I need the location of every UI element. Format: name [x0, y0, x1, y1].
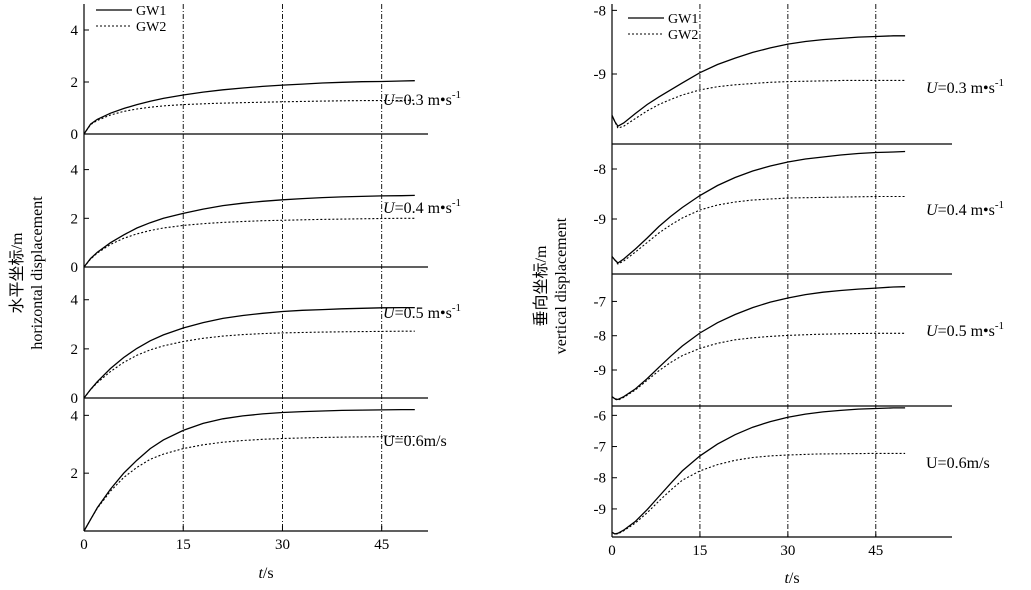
y-tick-label: 0: [71, 260, 79, 276]
x-tick-label: 30: [275, 537, 290, 553]
series-gw2: [83, 435, 415, 532]
x-tick-label: 15: [692, 543, 707, 559]
series-gw1: [83, 194, 415, 268]
x-tick-label: 15: [176, 537, 191, 553]
panel-velocity-label: U=0.4 m•s-1: [926, 199, 1004, 219]
panel-velocity-label: U=0.6m/s: [383, 433, 447, 450]
y-axis-label: horizontal displacement: [29, 196, 46, 350]
y-tick-label: 2: [71, 75, 79, 91]
panel-3: 0 2 4 U=0.5 m•s-1: [71, 293, 462, 407]
panel-velocity-label: U=0.3 m•s-1: [383, 89, 461, 109]
y-tick-label: -9: [594, 502, 607, 518]
series-gw2: [83, 217, 415, 268]
x-tick-label: 0: [608, 543, 616, 559]
y-tick-label: 2: [71, 211, 79, 227]
y-tick-label: -8: [594, 471, 607, 487]
series-gw1: [83, 306, 415, 399]
legend-label: GW2: [668, 28, 698, 43]
series-gw1: [611, 35, 906, 128]
panel-1: 0 2 4 U=0.3 m•s-1: [71, 23, 462, 143]
y-tick-label: -8: [594, 3, 607, 19]
panel-4: 2 4 U=0.6m/s: [71, 408, 447, 532]
x-tick-label: 45: [374, 537, 389, 553]
y-axis-label: vertical displacement: [553, 217, 570, 354]
y-tick-label: 2: [71, 466, 79, 482]
series-gw1: [611, 286, 906, 401]
series-gw1: [83, 408, 415, 532]
series-gw2: [611, 452, 906, 535]
y-tick-label: -8: [594, 162, 607, 178]
y-tick-label: -7: [594, 294, 607, 310]
x-tick-label: 30: [780, 543, 795, 559]
legend-label: GW1: [136, 4, 166, 19]
series-gw2: [611, 332, 906, 401]
panel-velocity-label: U=0.4 m•s-1: [383, 197, 461, 217]
legend-label: GW2: [136, 20, 166, 35]
y-tick-label: -8: [594, 329, 607, 345]
panel-velocity-label: U=0.3 m•s-1: [926, 77, 1004, 97]
panel-velocity-label: U=0.5 m•s-1: [383, 302, 461, 322]
y-tick-label: -9: [594, 67, 607, 83]
x-tick-label: 0: [80, 537, 88, 553]
series-gw2: [611, 195, 906, 265]
y-tick-label: -7: [594, 440, 607, 456]
y-tick-label: -6: [594, 408, 607, 424]
y-tick-label: 4: [71, 163, 79, 179]
panel-4: -9 -8 -7 -6 U=0.6m/s: [594, 407, 990, 535]
panel-3: -9 -8 -7 U=0.5 m•s-1: [594, 286, 1004, 407]
panel-2: -9 -8 U=0.4 m•s-1: [594, 150, 1004, 275]
x-axis-label: t/s: [258, 565, 273, 582]
x-axis-label: t/s: [784, 570, 799, 587]
y-axis-label: 垂向坐标/m: [532, 245, 550, 326]
left-chart-horizontal-displacement: 0 15 30 45 t/s 水平坐标/m horizontal displacement 0…: [8, 4, 461, 582]
y-tick-label: 0: [71, 391, 79, 407]
panel-2: 0 2 4 U=0.4 m•s-1: [71, 163, 462, 276]
y-tick-label: 4: [71, 23, 79, 39]
series-gw1: [611, 150, 906, 264]
y-tick-label: 4: [71, 293, 79, 309]
y-tick-label: 2: [71, 342, 79, 358]
y-axis-label: 水平坐标/m: [8, 232, 26, 313]
series-gw2: [83, 330, 415, 399]
y-tick-label: -9: [594, 363, 607, 379]
x-tick-label: 45: [868, 543, 883, 559]
series-gw1: [83, 80, 415, 135]
legend-label: GW1: [668, 12, 698, 27]
panel-velocity-label: U=0.5 m•s-1: [926, 320, 1004, 340]
series-gw2: [83, 99, 415, 135]
panel-1: -9 -8 U=0.3 m•s-1: [594, 3, 1004, 145]
y-tick-label: 0: [71, 127, 79, 143]
series-gw1: [611, 407, 906, 535]
panel-velocity-label: U=0.6m/s: [926, 455, 990, 472]
y-tick-label: 4: [71, 408, 79, 424]
series-gw2: [611, 79, 906, 129]
y-tick-label: -9: [594, 212, 607, 228]
